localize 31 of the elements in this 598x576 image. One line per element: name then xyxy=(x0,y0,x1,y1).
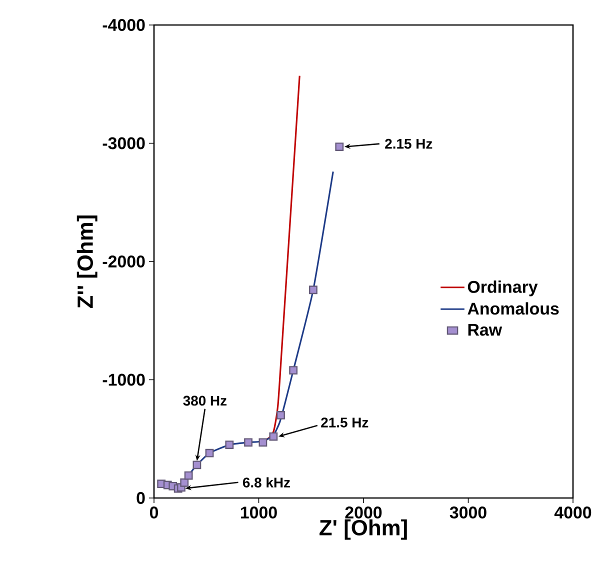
point xyxy=(192,460,202,470)
x-tick-label: 0 xyxy=(150,506,158,519)
point xyxy=(309,286,318,294)
point xyxy=(180,478,189,487)
annotation: 380 Hz xyxy=(183,396,227,406)
y-tick-label: -2000 xyxy=(102,256,145,268)
point xyxy=(289,366,298,374)
annotation: 21.5 Hz xyxy=(321,418,368,428)
point xyxy=(184,471,193,480)
x-tick-label: 4000 xyxy=(554,506,592,519)
x-tick-label: 3000 xyxy=(450,506,486,519)
x-axis-title: Z' [Ohm] xyxy=(320,519,407,540)
y-tick-label: 0 xyxy=(136,492,145,504)
y-axis-title: Z'' [Ohm] xyxy=(76,216,98,308)
point xyxy=(258,438,268,447)
legend-label: Raw xyxy=(468,324,502,336)
y-tick-label: -4000 xyxy=(102,19,145,32)
point xyxy=(269,432,278,441)
x-tick-label: 1000 xyxy=(240,506,277,519)
point xyxy=(276,411,285,420)
point xyxy=(225,440,234,449)
y-tick-label: -1000 xyxy=(102,374,145,386)
legend-label: Anomalous xyxy=(468,302,559,315)
legend-label: Ordinary xyxy=(468,280,538,296)
x-tick-label: 2000 xyxy=(345,506,382,519)
point xyxy=(244,438,252,447)
y-tick-label: -3000 xyxy=(102,137,145,150)
annotation: 6.8 kHz xyxy=(242,477,290,488)
point xyxy=(205,448,214,458)
point xyxy=(335,142,344,151)
annotation: 2.15 Hz xyxy=(385,138,432,149)
